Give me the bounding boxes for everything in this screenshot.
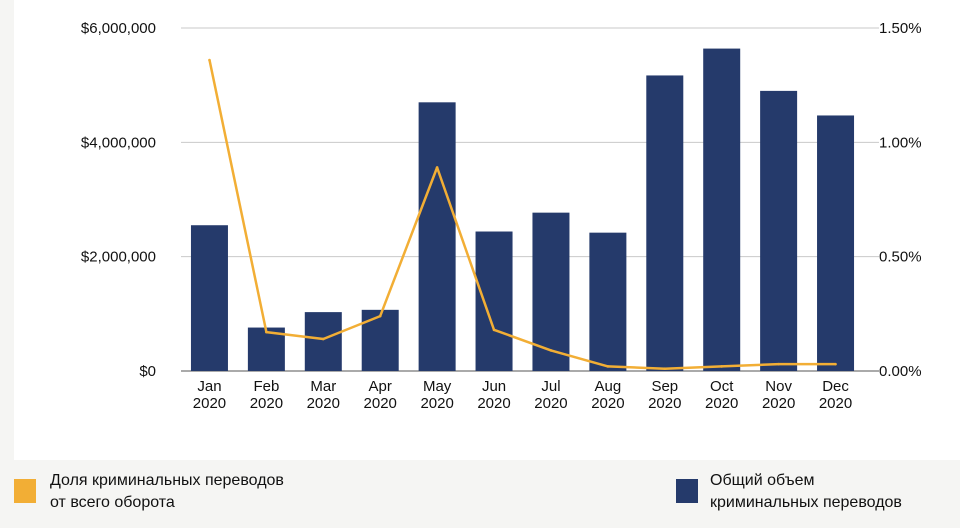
legend-label-volume: Общий объем криминальных переводов bbox=[710, 472, 902, 511]
left-tick-label: $0 bbox=[139, 363, 156, 380]
line-point bbox=[321, 337, 325, 341]
x-tick-label: Sep 2020 bbox=[648, 378, 681, 412]
bar bbox=[589, 232, 627, 371]
right-tick-label: 0.00% bbox=[879, 363, 922, 380]
x-tick-label: Apr 2020 bbox=[364, 378, 397, 412]
line-point bbox=[378, 314, 382, 318]
line-series bbox=[208, 58, 837, 371]
left-tick-label: $2,000,000 bbox=[81, 249, 156, 266]
right-tick-label: 1.00% bbox=[879, 134, 922, 151]
bar bbox=[532, 212, 570, 371]
x-tick-label: Jan 2020 bbox=[193, 378, 226, 412]
share-line bbox=[208, 59, 836, 370]
line-point bbox=[777, 362, 780, 366]
right-axis-ticks: 0.00% 0.50% 1.00% 1.50% bbox=[879, 20, 922, 380]
left-tick-label: $6,000,000 bbox=[81, 20, 156, 37]
line-point bbox=[606, 365, 610, 368]
line-point bbox=[663, 367, 667, 371]
x-tick-label: Jun 2020 bbox=[477, 378, 510, 412]
x-tick-label: Oct 2020 bbox=[705, 378, 738, 412]
bar bbox=[475, 231, 513, 371]
x-tick-label: Feb 2020 bbox=[250, 378, 283, 412]
x-axis-ticks: Jan 2020 Feb 2020 Mar 2020 Apr 2020 May 2020 Jun 20… bbox=[193, 378, 852, 412]
right-tick-label: 0.50% bbox=[879, 249, 922, 266]
left-tick-label: $4,000,000 bbox=[81, 134, 156, 151]
right-tick-label: 1.50% bbox=[879, 20, 922, 37]
legend-label-share: Доля криминальных переводов от всего обо… bbox=[50, 472, 284, 511]
x-tick-label: Mar 2020 bbox=[307, 378, 340, 412]
line-point bbox=[549, 349, 553, 352]
x-tick-label: Aug 2020 bbox=[591, 378, 624, 412]
combo-chart: $0$2,000,000$4,000,000$6,000,000 0.00%0.… bbox=[81, 20, 922, 412]
line-point bbox=[265, 330, 268, 334]
chart-panel: $0 $2,000,000 $4,000,000 $6,000,000 0.00% 0.… bbox=[14, 0, 960, 460]
line-point bbox=[435, 166, 439, 169]
x-tick-label: Jul 2020 bbox=[534, 378, 567, 412]
bar bbox=[304, 312, 342, 371]
x-tick-label: Nov 2020 bbox=[762, 378, 795, 412]
line-point bbox=[492, 328, 496, 332]
line-point bbox=[720, 365, 724, 368]
left-axis-ticks: $0 $2,000,000 $4,000,000 $6,000,000 bbox=[81, 20, 156, 380]
bar bbox=[418, 102, 456, 372]
legend-item-volume: Общий объем криминальных переводов bbox=[676, 470, 902, 514]
legend-item-share: Доля криминальных переводов от всего обо… bbox=[14, 470, 284, 514]
legend-swatch-line bbox=[14, 479, 36, 503]
bar bbox=[646, 75, 684, 371]
bar bbox=[817, 115, 855, 371]
x-tick-label: May 2020 bbox=[420, 378, 453, 412]
x-tick-label: Dec 2020 bbox=[819, 378, 852, 412]
bar bbox=[703, 48, 741, 371]
bar bbox=[760, 90, 798, 371]
legend-swatch-bar bbox=[676, 479, 698, 503]
line-point bbox=[834, 362, 837, 366]
line-point bbox=[208, 58, 211, 62]
bar bbox=[361, 309, 399, 371]
bar-series bbox=[190, 48, 855, 372]
bar bbox=[190, 225, 228, 371]
